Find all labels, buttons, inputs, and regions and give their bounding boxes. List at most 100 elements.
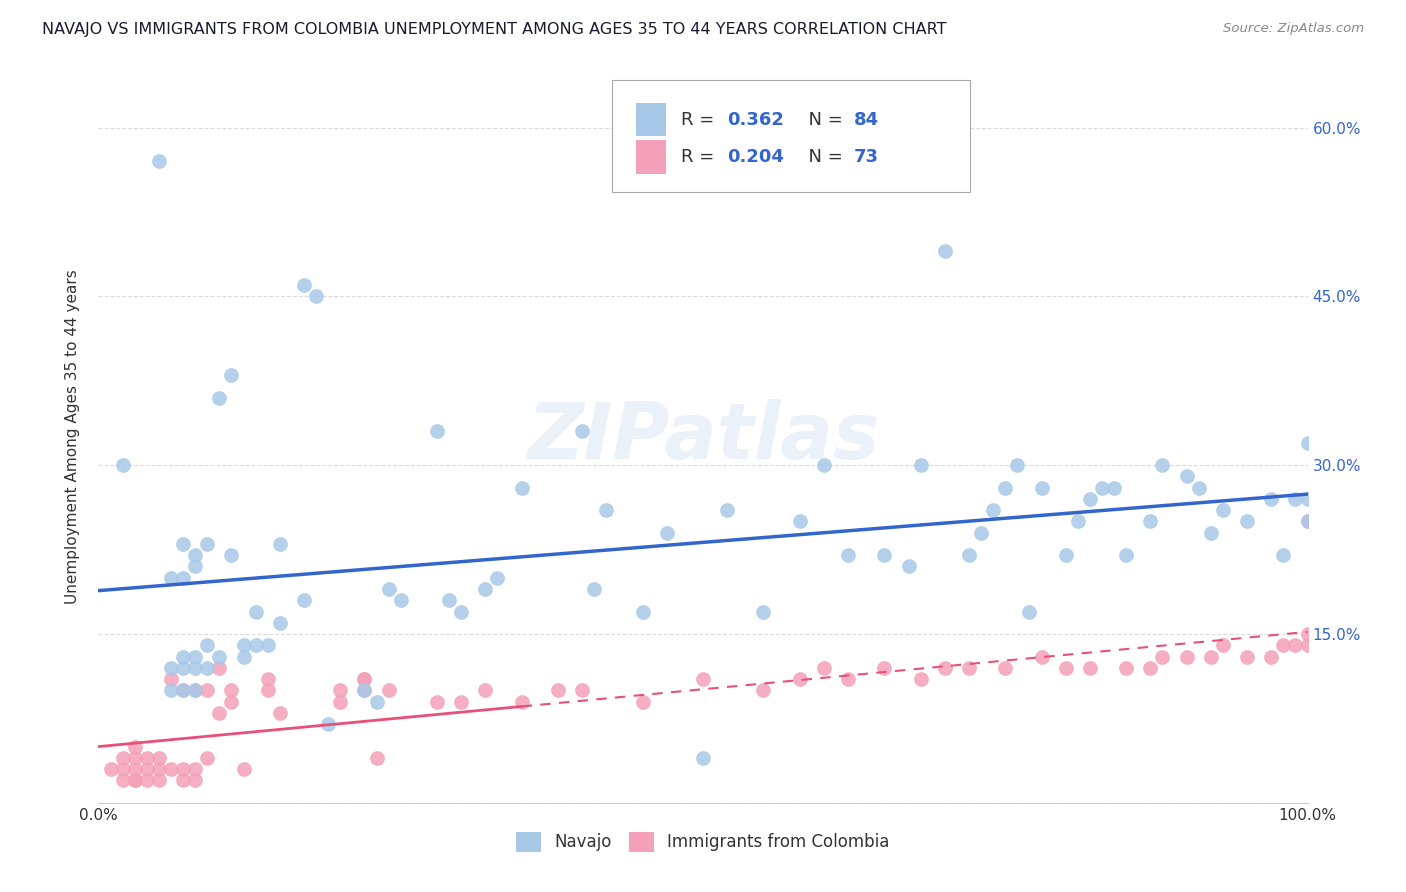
Point — [1284, 638, 1306, 652]
Text: R =: R = — [681, 148, 720, 166]
Point — [547, 683, 569, 698]
Point — [245, 638, 267, 652]
Text: 0.204: 0.204 — [727, 148, 783, 166]
Point — [1296, 515, 1319, 529]
Point — [1115, 548, 1137, 562]
Point — [873, 661, 896, 675]
Point — [208, 649, 231, 664]
Point — [716, 503, 738, 517]
Point — [1067, 515, 1090, 529]
Point — [1152, 458, 1174, 473]
Point — [1284, 491, 1306, 506]
Point — [184, 661, 207, 675]
Text: 73: 73 — [853, 148, 879, 166]
Point — [631, 694, 654, 708]
Point — [1115, 661, 1137, 675]
Point — [426, 425, 449, 439]
Y-axis label: Unemployment Among Ages 35 to 44 years: Unemployment Among Ages 35 to 44 years — [65, 269, 80, 605]
Point — [474, 683, 496, 698]
Point — [232, 638, 254, 652]
Point — [1031, 481, 1053, 495]
Point — [377, 582, 399, 596]
Point — [1260, 491, 1282, 506]
Point — [1212, 638, 1234, 652]
Point — [957, 548, 980, 562]
Point — [316, 717, 339, 731]
Point — [510, 694, 533, 708]
Point — [789, 515, 811, 529]
Text: NAVAJO VS IMMIGRANTS FROM COLOMBIA UNEMPLOYMENT AMONG AGES 35 TO 44 YEARS CORREL: NAVAJO VS IMMIGRANTS FROM COLOMBIA UNEMP… — [42, 22, 946, 37]
Point — [1078, 491, 1101, 506]
Point — [1007, 458, 1029, 473]
Point — [510, 481, 533, 495]
Point — [450, 694, 472, 708]
Point — [897, 559, 920, 574]
Point — [1175, 469, 1198, 483]
Point — [135, 773, 157, 788]
Point — [124, 773, 146, 788]
Point — [100, 762, 122, 776]
Point — [655, 525, 678, 540]
Point — [1175, 649, 1198, 664]
Point — [353, 672, 375, 686]
Point — [910, 672, 932, 686]
Point — [837, 672, 859, 686]
Point — [111, 762, 134, 776]
Point — [1199, 525, 1222, 540]
Point — [450, 605, 472, 619]
Point — [124, 773, 146, 788]
Point — [172, 683, 194, 698]
Point — [184, 683, 207, 698]
Point — [208, 706, 231, 720]
Point — [148, 154, 170, 169]
Point — [329, 683, 352, 698]
Point — [1054, 548, 1077, 562]
Point — [329, 694, 352, 708]
Point — [1296, 627, 1319, 641]
Point — [124, 762, 146, 776]
Point — [981, 503, 1004, 517]
Point — [160, 683, 183, 698]
Point — [160, 762, 183, 776]
Point — [789, 672, 811, 686]
Point — [256, 638, 278, 652]
Point — [1078, 661, 1101, 675]
Point — [195, 683, 218, 698]
Point — [160, 571, 183, 585]
Point — [172, 571, 194, 585]
Point — [135, 762, 157, 776]
Point — [994, 661, 1017, 675]
Point — [124, 751, 146, 765]
Point — [148, 751, 170, 765]
Point — [172, 683, 194, 698]
Point — [184, 773, 207, 788]
Point — [389, 593, 412, 607]
Point — [486, 571, 509, 585]
Point — [1296, 491, 1319, 506]
Point — [148, 773, 170, 788]
Point — [1272, 548, 1295, 562]
Point — [1296, 435, 1319, 450]
Point — [1091, 481, 1114, 495]
Point — [353, 683, 375, 698]
Point — [184, 762, 207, 776]
Text: N =: N = — [797, 148, 849, 166]
Point — [184, 683, 207, 698]
Point — [1199, 649, 1222, 664]
Text: ZIPatlas: ZIPatlas — [527, 399, 879, 475]
Point — [692, 672, 714, 686]
Point — [910, 458, 932, 473]
Point — [232, 649, 254, 664]
Point — [353, 672, 375, 686]
Point — [571, 425, 593, 439]
Point — [970, 525, 993, 540]
Point — [595, 503, 617, 517]
Point — [692, 751, 714, 765]
Point — [195, 537, 218, 551]
Point — [221, 683, 243, 698]
Point — [172, 661, 194, 675]
Point — [437, 593, 460, 607]
Point — [111, 751, 134, 765]
Point — [1139, 515, 1161, 529]
Point — [292, 278, 315, 293]
